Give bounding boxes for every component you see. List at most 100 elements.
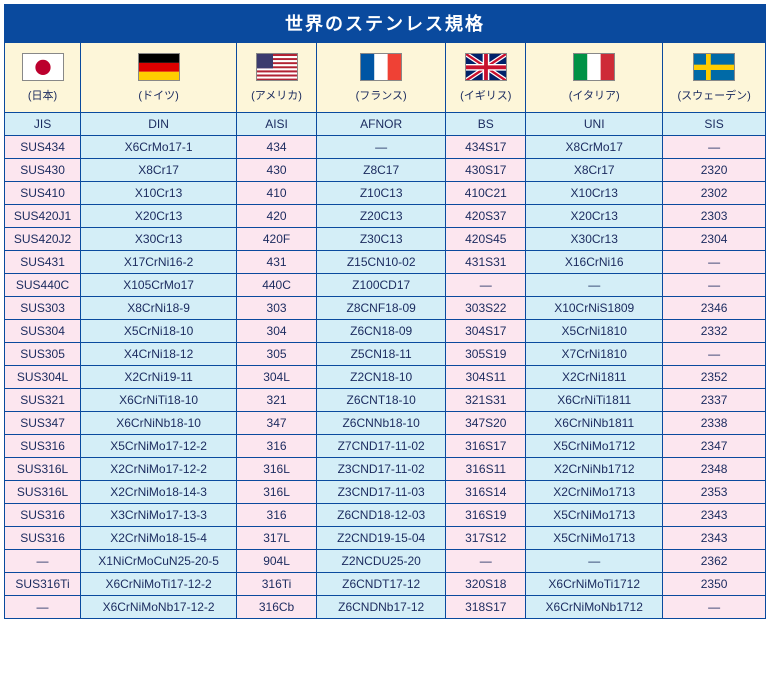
table-cell: 2320 bbox=[663, 159, 766, 182]
country-label: (フランス) bbox=[356, 87, 407, 103]
table-cell: 430S17 bbox=[446, 159, 526, 182]
country-label: (スウェーデン) bbox=[677, 87, 750, 103]
table-cell: 2303 bbox=[663, 205, 766, 228]
country-label: (日本) bbox=[28, 87, 57, 103]
table-cell: — bbox=[446, 550, 526, 573]
table-cell: Z100CD17 bbox=[316, 274, 445, 297]
table-cell: SUS316 bbox=[5, 504, 81, 527]
table-row: SUS434X6CrMo17-1434—434S17X8CrMo17— bbox=[5, 136, 766, 159]
table-cell: X10Cr13 bbox=[526, 182, 663, 205]
table-cell: Z6CNT18-10 bbox=[316, 389, 445, 412]
table-cell: X10Cr13 bbox=[81, 182, 237, 205]
table-cell: X8CrNi18-9 bbox=[81, 297, 237, 320]
table-cell: 316S14 bbox=[446, 481, 526, 504]
country-header: (イタリア) bbox=[526, 43, 663, 113]
table-cell: — bbox=[663, 596, 766, 619]
table-cell: X2CrNiMo1713 bbox=[526, 481, 663, 504]
table-cell: X6CrNiMoTi1712 bbox=[526, 573, 663, 596]
table-cell: — bbox=[526, 274, 663, 297]
table-cell: 2338 bbox=[663, 412, 766, 435]
table-cell: Z20C13 bbox=[316, 205, 445, 228]
table-cell: X2CrNiMo18-15-4 bbox=[81, 527, 237, 550]
table-cell: — bbox=[526, 550, 663, 573]
table-cell: Z10C13 bbox=[316, 182, 445, 205]
table-cell: X6CrMo17-1 bbox=[81, 136, 237, 159]
table-cell: 316S11 bbox=[446, 458, 526, 481]
table-cell: 316 bbox=[237, 435, 317, 458]
table-cell: 420F bbox=[237, 228, 317, 251]
table-cell: 2348 bbox=[663, 458, 766, 481]
table-cell: 316S17 bbox=[446, 435, 526, 458]
table-cell: X30Cr13 bbox=[526, 228, 663, 251]
table-cell: X5CrNiMo1713 bbox=[526, 504, 663, 527]
table-cell: SUS304 bbox=[5, 320, 81, 343]
country-header: (スウェーデン) bbox=[663, 43, 766, 113]
table-cell: X17CrNi16-2 bbox=[81, 251, 237, 274]
table-cell: X6CrNiNb1811 bbox=[526, 412, 663, 435]
table-cell: 305 bbox=[237, 343, 317, 366]
table-cell: 430 bbox=[237, 159, 317, 182]
uk-flag-icon bbox=[465, 53, 507, 81]
table-cell: Z6CNNb18-10 bbox=[316, 412, 445, 435]
table-cell: — bbox=[663, 136, 766, 159]
table-body: JISDINAISIAFNORBSUNISISSUS434X6CrMo17-14… bbox=[5, 113, 766, 619]
table-cell: X2CrNiMo18-14-3 bbox=[81, 481, 237, 504]
table-row: SUS316LX2CrNiMo18-14-3316LZ3CND17-11-033… bbox=[5, 481, 766, 504]
table-cell: X6CrNiNb18-10 bbox=[81, 412, 237, 435]
table-cell: 304S11 bbox=[446, 366, 526, 389]
table-row: SUS304X5CrNi18-10304Z6CN18-09304S17X5CrN… bbox=[5, 320, 766, 343]
table-cell: 2352 bbox=[663, 366, 766, 389]
france-flag-icon bbox=[360, 53, 402, 81]
table-cell: 431 bbox=[237, 251, 317, 274]
table-cell: X20Cr13 bbox=[526, 205, 663, 228]
standard-code: BS bbox=[446, 113, 526, 136]
table-cell: Z8C17 bbox=[316, 159, 445, 182]
table-cell: 316Cb bbox=[237, 596, 317, 619]
table-cell: 318S17 bbox=[446, 596, 526, 619]
table-cell: 2304 bbox=[663, 228, 766, 251]
table-cell: SUS305 bbox=[5, 343, 81, 366]
table-cell: SUS304L bbox=[5, 366, 81, 389]
germany-flag-icon bbox=[138, 53, 180, 81]
table-cell: 347S20 bbox=[446, 412, 526, 435]
table-cell: 304S17 bbox=[446, 320, 526, 343]
table-cell: 320S18 bbox=[446, 573, 526, 596]
table-cell: X6CrNiMoTi17-12-2 bbox=[81, 573, 237, 596]
table-cell: SUS434 bbox=[5, 136, 81, 159]
table-cell: 316Ti bbox=[237, 573, 317, 596]
table-cell: 2332 bbox=[663, 320, 766, 343]
italy-flag-icon bbox=[573, 53, 615, 81]
standard-code: UNI bbox=[526, 113, 663, 136]
table-cell: X8Cr17 bbox=[526, 159, 663, 182]
table-cell: SUS410 bbox=[5, 182, 81, 205]
table-row: SUS420J1X20Cr13420Z20C13420S37X20Cr13230… bbox=[5, 205, 766, 228]
table-cell: 304 bbox=[237, 320, 317, 343]
table-cell: 316S19 bbox=[446, 504, 526, 527]
country-header: (ドイツ) bbox=[81, 43, 237, 113]
table-cell: Z6CNDNb17-12 bbox=[316, 596, 445, 619]
table-cell: 420S37 bbox=[446, 205, 526, 228]
table-cell: SUS430 bbox=[5, 159, 81, 182]
table-row: SUS316X5CrNiMo17-12-2316Z7CND17-11-02316… bbox=[5, 435, 766, 458]
table-cell: 2346 bbox=[663, 297, 766, 320]
table-row: —X1NiCrMoCuN25-20-5904LZ2NCDU25-20——2362 bbox=[5, 550, 766, 573]
japan-flag-icon bbox=[22, 53, 64, 81]
country-header: (日本) bbox=[5, 43, 81, 113]
table-row: SUS316TiX6CrNiMoTi17-12-2316TiZ6CNDT17-1… bbox=[5, 573, 766, 596]
standard-code: AISI bbox=[237, 113, 317, 136]
table-cell: X3CrNiMo17-13-3 bbox=[81, 504, 237, 527]
table-cell: 303 bbox=[237, 297, 317, 320]
country-header: (イギリス) bbox=[446, 43, 526, 113]
table-cell: Z2CN18-10 bbox=[316, 366, 445, 389]
table-cell: 316 bbox=[237, 504, 317, 527]
table-cell: X16CrNi16 bbox=[526, 251, 663, 274]
table-cell: 304L bbox=[237, 366, 317, 389]
table-cell: 431S31 bbox=[446, 251, 526, 274]
table-row: SUS347X6CrNiNb18-10347Z6CNNb18-10347S20X… bbox=[5, 412, 766, 435]
standard-code: AFNOR bbox=[316, 113, 445, 136]
table-cell: X7CrNi1810 bbox=[526, 343, 663, 366]
table-cell: Z30C13 bbox=[316, 228, 445, 251]
table-cell: — bbox=[446, 274, 526, 297]
table-cell: Z6CNDT17-12 bbox=[316, 573, 445, 596]
table-cell: SUS321 bbox=[5, 389, 81, 412]
